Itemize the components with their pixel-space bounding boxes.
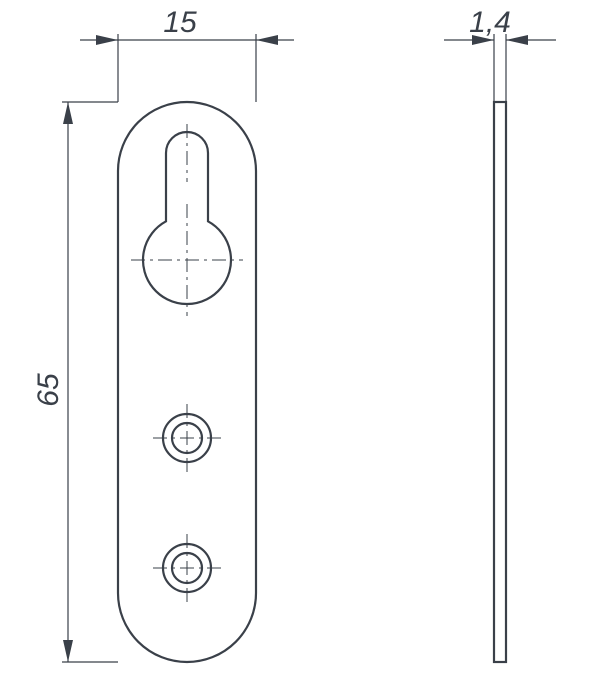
dim-label: 1,4 <box>469 6 511 39</box>
dim-label: 15 <box>163 6 197 39</box>
arrowhead <box>96 35 118 45</box>
arrowhead <box>63 102 73 124</box>
front-plate-outline <box>118 102 256 662</box>
dim-label-height: 65 <box>32 373 65 407</box>
arrowhead <box>256 35 278 45</box>
side-plate-outline <box>494 102 506 662</box>
arrowhead <box>63 640 73 662</box>
